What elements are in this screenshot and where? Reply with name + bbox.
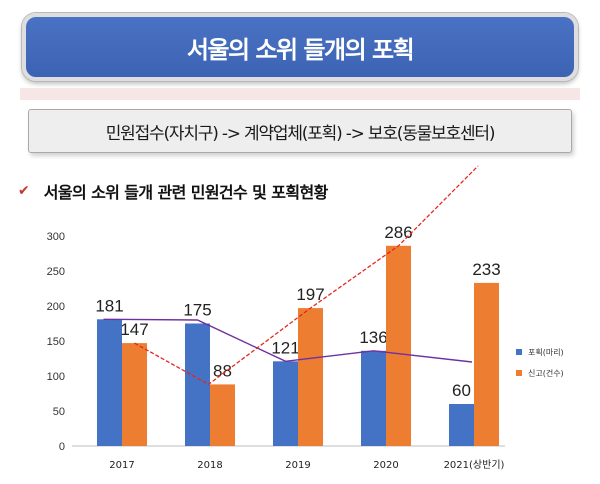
x-tick-label-2: 2019 xyxy=(285,460,310,471)
data-label-capture-1: 175 xyxy=(183,301,211,320)
data-label-capture-2: 121 xyxy=(271,338,299,357)
trend-line-report xyxy=(134,165,479,386)
bar-report-1 xyxy=(210,384,235,446)
data-label-capture-3: 136 xyxy=(359,328,387,347)
legend-label-1: 신고(건수) xyxy=(528,368,564,378)
bar-capture-1 xyxy=(185,323,210,446)
data-label-report-4: 233 xyxy=(472,260,500,279)
data-label-report-3: 286 xyxy=(384,223,412,242)
y-tick-label-0: 0 xyxy=(59,441,65,453)
data-label-report-1: 88 xyxy=(213,361,232,380)
bar-capture-3 xyxy=(361,350,386,446)
bar-capture-0 xyxy=(97,319,122,446)
data-label-capture-4: 60 xyxy=(452,381,471,400)
legend-label-0: 포획(마리) xyxy=(528,347,564,357)
y-tick-label-1: 50 xyxy=(53,406,65,418)
y-tick-label-4: 200 xyxy=(47,301,65,313)
chart-heading: ✔ 서울의 소위 들개 관련 민원건수 및 포획현황 xyxy=(18,179,328,203)
bar-report-0 xyxy=(122,343,147,446)
y-tick-label-3: 150 xyxy=(47,336,65,348)
data-label-report-2: 197 xyxy=(296,285,324,304)
title-banner: 서울의 소위 들개의 포획 xyxy=(22,13,578,81)
check-icon: ✔ xyxy=(18,183,30,199)
decorative-strip xyxy=(20,88,580,100)
legend-swatch-1 xyxy=(516,370,522,376)
x-tick-label-1: 2018 xyxy=(197,460,222,471)
x-tick-label-3: 2020 xyxy=(373,460,398,471)
trend-line-capture xyxy=(103,318,473,363)
x-tick-label-0: 2017 xyxy=(109,460,134,471)
data-label-capture-0: 181 xyxy=(95,296,123,315)
page-title: 서울의 소위 들개의 포획 xyxy=(186,35,415,64)
bar-capture-4 xyxy=(449,404,474,446)
x-tick-label-4: 2021(상반기) xyxy=(444,459,505,471)
bar-report-2 xyxy=(298,308,323,446)
bar-report-3 xyxy=(386,245,411,446)
process-text: 민원접수(자치구) -> 계약업체(포획) -> 보호(동물보호센터) xyxy=(105,123,496,144)
legend-swatch-0 xyxy=(516,349,522,355)
y-tick-label-2: 100 xyxy=(47,371,65,383)
data-label-report-0: 147 xyxy=(120,320,148,339)
y-tick-label-6: 300 xyxy=(47,231,65,243)
bar-capture-2 xyxy=(273,361,298,446)
y-tick-label-5: 250 xyxy=(47,266,65,278)
bar-report-4 xyxy=(474,282,499,446)
process-box: 민원접수(자치구) -> 계약업체(포획) -> 보호(동물보호센터) xyxy=(28,109,572,153)
chart-title: 서울의 소위 들개 관련 민원건수 및 포획현황 xyxy=(43,183,329,202)
